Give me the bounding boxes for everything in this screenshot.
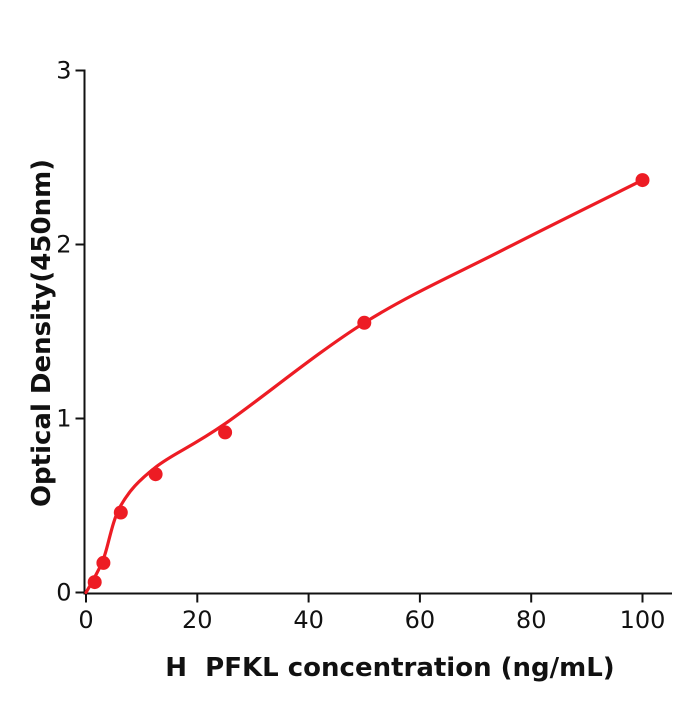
data-point: [113, 505, 128, 520]
x-axis-label: H PFKL concentration (ng/mL): [165, 653, 614, 683]
fit-curve-line: [84, 178, 645, 595]
y-tick-label: 2: [56, 231, 71, 259]
y-tick-label: 0: [56, 579, 71, 607]
data-point: [87, 575, 102, 590]
data-point: [635, 173, 650, 188]
x-tick-label: 80: [516, 606, 547, 634]
data-point: [148, 467, 163, 482]
y-tick-label: 3: [56, 57, 71, 85]
axes-group: [83, 69, 672, 595]
x-tick-label: 40: [293, 606, 324, 634]
x-tick-label: 0: [78, 606, 93, 634]
y-axis-label: Optical Density(450nm): [27, 159, 57, 507]
x-tick-label: 100: [620, 606, 666, 634]
x-tick-label: 20: [182, 606, 213, 634]
tick-labels-group: 0 20 40 60 80 100 0 1 2 3: [56, 57, 665, 634]
y-tick-label: 1: [56, 405, 71, 433]
data-point: [96, 555, 111, 570]
x-tick-label: 60: [405, 606, 436, 634]
data-point: [218, 425, 233, 440]
ticks-group: [75, 69, 644, 603]
data-point: [357, 315, 372, 330]
data-points-group: [87, 173, 650, 590]
